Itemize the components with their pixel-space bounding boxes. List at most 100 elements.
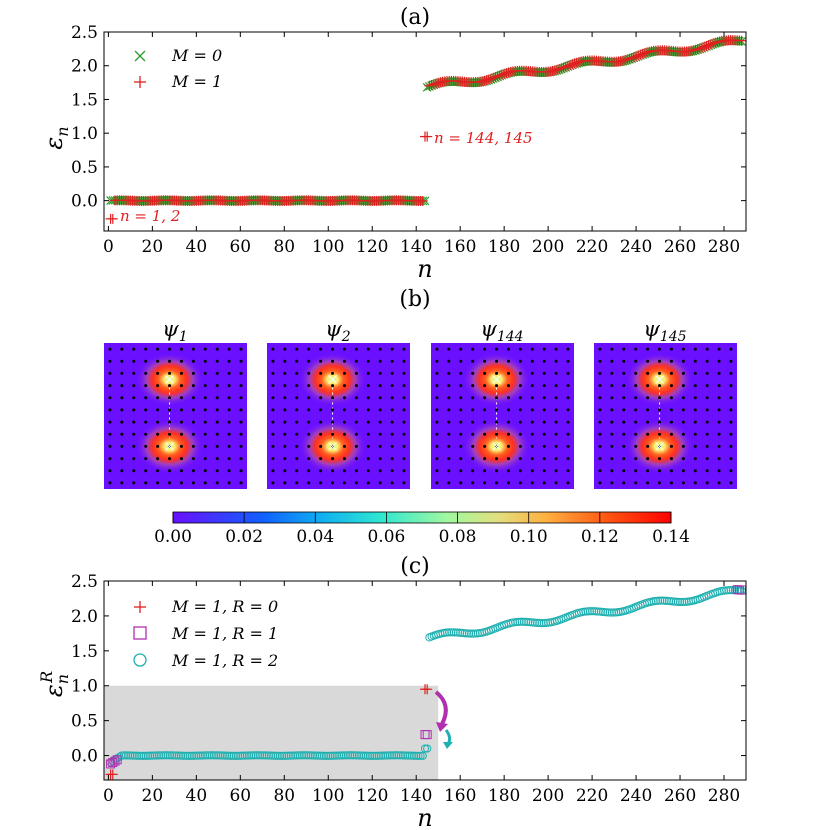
lattice-site — [402, 444, 406, 448]
point-c-r1 — [112, 755, 122, 765]
point-c-r2 — [157, 751, 166, 760]
lattice-site — [108, 481, 112, 485]
lattice-site — [705, 444, 709, 448]
lattice-site — [495, 408, 499, 412]
lattice-site — [566, 396, 570, 400]
point-c-r2 — [412, 751, 421, 760]
lattice-site — [227, 469, 231, 473]
point-c-r2 — [161, 751, 170, 760]
lattice-site — [319, 408, 323, 412]
lattice-site — [120, 371, 124, 375]
lattice-site — [717, 432, 721, 436]
lattice-site — [506, 396, 510, 400]
lattice-site — [729, 432, 733, 436]
point-c-r2 — [310, 751, 320, 760]
lattice-site — [120, 457, 124, 461]
lattice-site — [271, 432, 275, 436]
plot-c: 0 20 40 60 80 100 120 140 160 180 200 220 240 260 280 … — [37, 572, 747, 830]
lattice-site — [646, 408, 650, 412]
lattice-site — [483, 384, 487, 388]
plot-a-xlabel: n — [417, 255, 432, 283]
point-c-r2 — [218, 751, 227, 760]
plot-a-ylabel-main: ε — [40, 137, 68, 150]
lattice-site — [459, 371, 463, 375]
lattice-site — [471, 457, 475, 461]
hotspot-cross — [165, 442, 174, 451]
lattice-site — [634, 432, 638, 436]
lattice-site — [483, 444, 487, 448]
lattice-site — [342, 384, 346, 388]
panel-label-b: (b) — [399, 287, 430, 312]
lattice-site — [203, 444, 207, 448]
lattice-site — [518, 432, 522, 436]
lattice-site — [179, 359, 183, 363]
lattice-site — [295, 469, 299, 473]
point-c-r2 — [302, 751, 311, 760]
lattice-site — [717, 481, 721, 485]
lattice-site — [402, 408, 406, 412]
lattice-site — [542, 481, 546, 485]
lattice-site — [610, 481, 614, 485]
lattice-site — [658, 347, 662, 351]
lattice-site — [598, 359, 602, 363]
lattice-site — [179, 432, 183, 436]
lattice-site — [681, 457, 685, 461]
lattice-site — [530, 469, 534, 473]
lattice-site — [390, 444, 394, 448]
psi-label-144: ψ144 — [480, 317, 523, 345]
point-c-r2 — [132, 751, 142, 760]
plot-a-xtick-label: 20 — [142, 237, 164, 257]
lattice-site — [566, 371, 570, 375]
lattice-site — [566, 457, 570, 461]
lattice-site — [342, 457, 346, 461]
point-c-r2 — [262, 751, 271, 760]
point-c-r2 — [304, 751, 313, 760]
lattice-site — [354, 396, 358, 400]
annotation-n-1-2: n = 1, 2 — [120, 207, 180, 225]
point-c-r2 — [403, 751, 412, 760]
point-c-r2 — [326, 751, 335, 760]
lattice-site — [191, 457, 195, 461]
lattice-site — [402, 396, 406, 400]
lattice-site — [471, 432, 475, 436]
plot-a-xtick-label: 100 — [312, 237, 344, 257]
wavefunction-panel-3 — [431, 343, 574, 489]
plot-a-xtick-label: 280 — [708, 237, 740, 257]
point-c-r2 — [348, 751, 357, 760]
plot-c-ytick-label: 0.5 — [71, 712, 98, 732]
lattice-site — [693, 432, 697, 436]
lattice-site — [354, 481, 358, 485]
lattice-site — [447, 396, 451, 400]
lattice-site — [295, 444, 299, 448]
lattice-site — [435, 444, 439, 448]
lattice-site — [518, 347, 522, 351]
lattice-site — [191, 371, 195, 375]
lattice-site — [646, 420, 650, 424]
lattice-site — [144, 371, 148, 375]
lattice-site — [108, 432, 112, 436]
lattice-site — [342, 444, 346, 448]
lattice-site — [132, 420, 136, 424]
point-c-r2 — [163, 751, 172, 760]
lattice-site — [120, 347, 124, 351]
lattice-site — [366, 420, 370, 424]
lattice-site — [622, 396, 626, 400]
hotspot-cross — [328, 442, 337, 451]
lattice-site — [646, 469, 650, 473]
lattice-site — [622, 432, 626, 436]
lattice-site — [191, 384, 195, 388]
point-c-r2 — [535, 618, 544, 628]
lattice-site — [342, 347, 346, 351]
lattice-site — [483, 481, 487, 485]
lattice-site — [227, 396, 231, 400]
lattice-site — [646, 481, 650, 485]
point-c-r2 — [152, 751, 161, 760]
lattice-site — [295, 481, 299, 485]
lattice-site — [658, 384, 662, 388]
lattice-site — [319, 444, 323, 448]
point-c-r2 — [359, 751, 368, 760]
lattice-site — [554, 444, 558, 448]
lattice-site — [610, 420, 614, 424]
plot-a-ytick-label: 2.0 — [71, 57, 98, 77]
lattice-site — [447, 359, 451, 363]
